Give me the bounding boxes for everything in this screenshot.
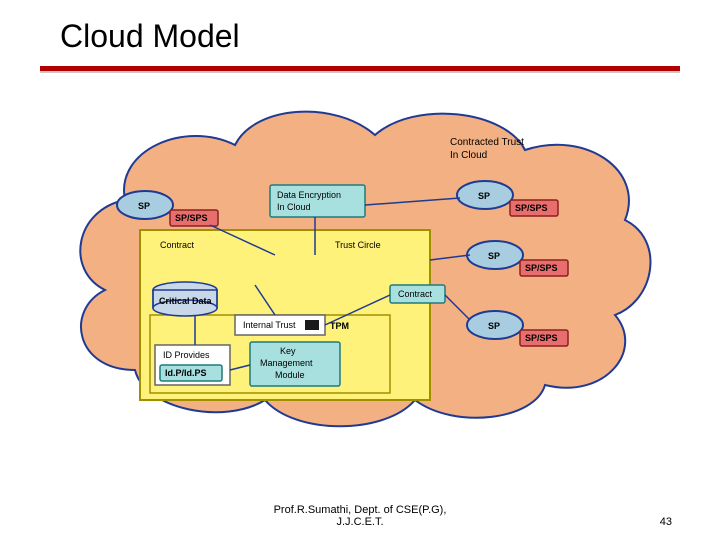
key-mgmt-label-1: Key [280,346,296,356]
footer-line-2: J.J.C.E.T. [336,516,383,528]
sp-label-1: SP [138,201,150,211]
spsps-label-3: SP/SPS [525,263,558,273]
page-title: Cloud Model [0,0,720,61]
key-mgmt-label-3: Module [275,370,305,380]
footer-line-1: Prof.R.Sumathi, Dept. of CSE(P.G), [274,504,447,516]
idp-label: Id.P/Id.PS [165,368,207,378]
sp-label-3: SP [488,251,500,261]
critical-data-label: Critical Data [159,296,213,306]
internal-trust-label: Internal Trust [243,320,296,330]
spsps-label-1: SP/SPS [175,213,208,223]
contracted-trust-label-1: Contracted Trust [450,137,524,148]
contract-label-1: Contract [160,240,195,250]
cloud-model-diagram: Contracted Trust In Cloud SP SP/SPS Data… [55,90,665,470]
tpm-icon [305,320,319,330]
title-underline-gray [40,71,680,73]
contract-label-2: Contract [398,289,433,299]
footer: Prof.R.Sumathi, Dept. of CSE(P.G), J.J.C… [0,504,720,528]
contracted-trust-label-2: In Cloud [450,150,487,161]
trust-circle-label: Trust Circle [335,240,381,250]
sp-label-4: SP [488,321,500,331]
tpm-label: TPM [330,321,349,331]
data-enc-label-1: Data Encryption [277,190,341,200]
id-provides-label: ID Provides [163,350,210,360]
sp-label-2: SP [478,191,490,201]
data-enc-label-2: In Cloud [277,202,311,212]
key-mgmt-label-2: Management [260,358,313,368]
page-number: 43 [660,516,672,528]
spsps-label-4: SP/SPS [525,333,558,343]
spsps-label-2: SP/SPS [515,203,548,213]
